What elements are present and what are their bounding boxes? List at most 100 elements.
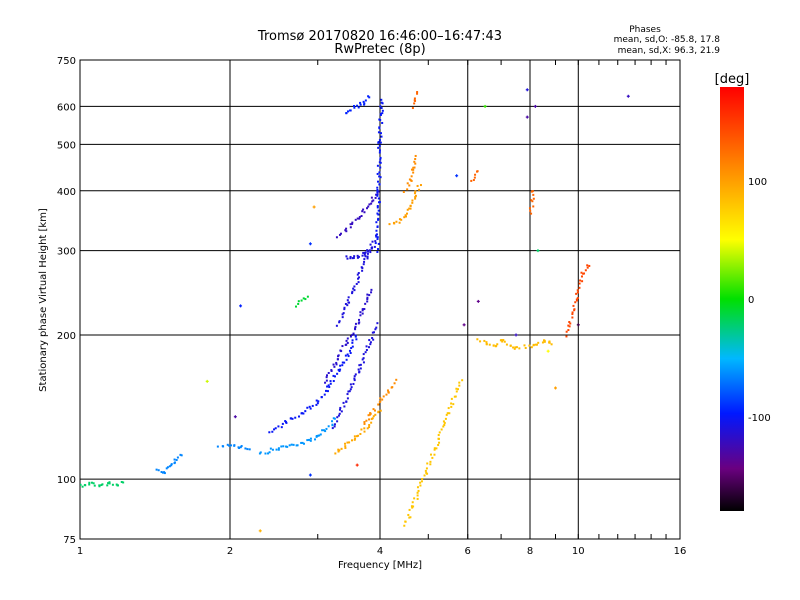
echo-point bbox=[413, 160, 416, 163]
echo-point bbox=[376, 164, 379, 167]
data-traces bbox=[80, 91, 591, 527]
colorbar-label: [deg] bbox=[715, 72, 750, 87]
echo-point bbox=[455, 174, 459, 178]
minor-ticks bbox=[79, 60, 681, 539]
echo-point bbox=[437, 437, 440, 440]
echo-point bbox=[345, 255, 348, 258]
echo-point bbox=[357, 255, 360, 258]
echo-point bbox=[404, 214, 407, 217]
echo-point bbox=[546, 349, 550, 353]
echo-point bbox=[364, 99, 367, 102]
echo-point bbox=[403, 216, 406, 219]
echo-point bbox=[375, 229, 378, 232]
echo-point bbox=[345, 400, 348, 403]
echo-point bbox=[311, 404, 314, 407]
echo-point bbox=[366, 298, 369, 301]
echo-point bbox=[411, 199, 414, 202]
echo-point bbox=[331, 424, 334, 427]
echo-point bbox=[373, 409, 376, 412]
echo-point bbox=[532, 193, 535, 196]
echo-point bbox=[290, 417, 293, 420]
echo-point bbox=[358, 276, 361, 279]
echo-point bbox=[353, 377, 356, 380]
echo-point bbox=[380, 98, 383, 101]
echo-point bbox=[533, 104, 537, 108]
echo-point bbox=[531, 200, 534, 203]
echo-point bbox=[406, 188, 409, 191]
echo-point bbox=[367, 250, 370, 253]
echo-point bbox=[332, 380, 335, 383]
echo-point bbox=[357, 277, 360, 280]
echo-point bbox=[414, 190, 417, 193]
echo-point bbox=[371, 336, 374, 339]
echo-point bbox=[357, 322, 360, 325]
echo-point bbox=[452, 403, 455, 406]
echo-point bbox=[363, 430, 366, 433]
echo-point bbox=[372, 338, 375, 341]
echo-point bbox=[575, 298, 578, 301]
echo-point bbox=[474, 173, 477, 176]
echo-point bbox=[358, 321, 361, 324]
echo-point bbox=[338, 233, 341, 236]
echo-point bbox=[326, 390, 329, 393]
echo-point bbox=[364, 351, 367, 354]
echo-point bbox=[429, 460, 432, 463]
echo-point bbox=[502, 339, 505, 342]
echo-point bbox=[414, 197, 417, 200]
echo-point bbox=[228, 444, 231, 447]
echo-point bbox=[374, 196, 377, 199]
echo-point bbox=[374, 328, 377, 331]
echo-point bbox=[476, 338, 479, 341]
echo-point bbox=[381, 121, 384, 124]
echo-trace bbox=[268, 334, 358, 434]
echo-point bbox=[361, 254, 364, 257]
echo-point bbox=[573, 309, 576, 312]
echo-point bbox=[353, 106, 356, 109]
echo-point bbox=[353, 438, 356, 441]
echo-point bbox=[101, 483, 104, 486]
echo-point bbox=[353, 289, 356, 292]
echo-point bbox=[576, 297, 579, 300]
echo-point bbox=[553, 386, 557, 390]
echo-point bbox=[419, 481, 422, 484]
echo-point bbox=[413, 497, 416, 500]
echo-point bbox=[357, 368, 360, 371]
echo-point bbox=[244, 447, 247, 450]
echo-point bbox=[309, 437, 312, 440]
echo-point bbox=[381, 112, 384, 115]
echo-point bbox=[571, 311, 574, 314]
echo-point bbox=[88, 481, 91, 484]
echo-point bbox=[376, 225, 379, 228]
colorbar-tick-label: 100 bbox=[748, 177, 767, 188]
echo-point bbox=[107, 482, 110, 485]
echo-point bbox=[359, 367, 362, 370]
echo-point bbox=[166, 466, 169, 469]
echo-point bbox=[518, 347, 521, 350]
echo-point bbox=[317, 400, 320, 403]
echo-point bbox=[404, 215, 407, 218]
echo-point bbox=[340, 447, 343, 450]
echo-point bbox=[377, 201, 380, 204]
echo-point bbox=[349, 383, 352, 386]
echo-point bbox=[334, 452, 337, 455]
echo-point bbox=[377, 242, 380, 245]
echo-trace bbox=[528, 190, 535, 215]
echo-trace bbox=[403, 379, 464, 527]
echo-point bbox=[403, 524, 406, 527]
echo-point bbox=[337, 448, 340, 451]
x-tick-label: 1 bbox=[77, 546, 83, 557]
echo-point bbox=[341, 316, 344, 319]
echo-point bbox=[366, 257, 369, 260]
echo-point bbox=[176, 456, 179, 459]
echo-point bbox=[122, 481, 125, 484]
echo-point bbox=[349, 352, 352, 355]
echo-point bbox=[358, 364, 361, 367]
echo-point bbox=[417, 489, 420, 492]
echo-point bbox=[370, 418, 373, 421]
echo-point bbox=[412, 171, 415, 174]
echo-point bbox=[550, 343, 553, 346]
echo-point bbox=[414, 196, 417, 199]
echo-point bbox=[408, 178, 411, 181]
echo-point bbox=[419, 184, 422, 187]
echo-point bbox=[626, 94, 630, 98]
